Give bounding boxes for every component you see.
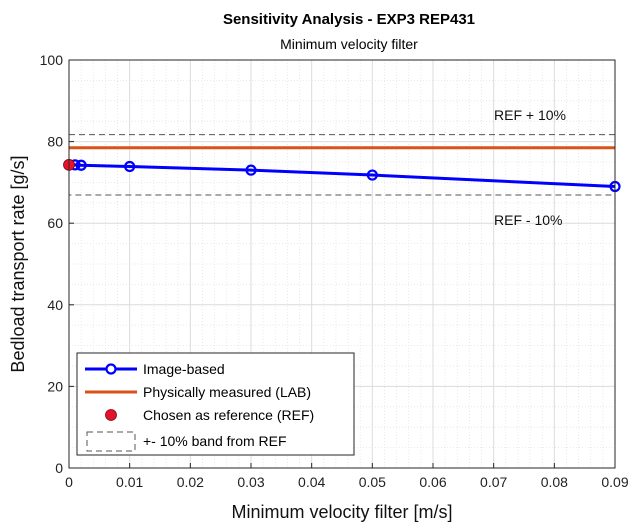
y-tick-label: 20 (47, 378, 63, 394)
x-tick-label: 0.01 (116, 474, 143, 490)
x-tick-label: 0 (65, 474, 73, 490)
legend-marker-ref (105, 409, 117, 421)
legend-label-band: +- 10% band from REF (143, 433, 287, 449)
chart-subtitle: Minimum velocity filter (280, 36, 418, 52)
annotation-ref-minus: REF - 10% (494, 212, 562, 228)
y-tick-label: 80 (47, 134, 63, 150)
plot-frame (68, 59, 616, 469)
x-tick-label: 0.06 (419, 474, 446, 490)
image-based-point (75, 159, 87, 171)
image-based-line (69, 163, 616, 188)
x-tick-label: 0.03 (237, 474, 264, 490)
legend-marker-image-based (105, 363, 117, 375)
x-tick-label: 0.07 (480, 474, 507, 490)
x-tick-label: 0.04 (298, 474, 325, 490)
x-tick-label: 0.09 (601, 474, 628, 490)
y-tick-label: 0 (55, 460, 63, 476)
chart-title: Sensitivity Analysis - EXP3 REP431 (223, 11, 475, 28)
x-tick-label: 0.05 (359, 474, 386, 490)
x-axis-label: Minimum velocity filter [m/s] (231, 502, 452, 522)
x-axis: 0 0.01 0.02 0.03 0.04 0.05 0.06 0.07 0.08 0.09 (65, 463, 629, 490)
y-axis: 0 20 40 60 80 100 (40, 52, 74, 476)
legend: Image-based Physically measured (LAB) Ch… (76, 352, 355, 456)
y-tick-label: 100 (40, 52, 64, 68)
legend-label-ref: Chosen as reference (REF) (143, 407, 314, 423)
x-tick-label: 0.02 (177, 474, 204, 490)
x-tick-label: 0.08 (541, 474, 568, 490)
image-based-point (366, 169, 378, 181)
legend-label-image-based: Image-based (143, 361, 225, 377)
y-tick-label: 40 (47, 297, 63, 313)
y-axis-label: Bedload transport rate [g/s] (8, 155, 28, 372)
legend-swatch-band (86, 431, 136, 452)
y-tick-label: 60 (47, 215, 63, 231)
legend-label-lab: Physically measured (LAB) (143, 384, 311, 400)
annotation-ref-plus: REF + 10% (494, 107, 566, 123)
image-based-point (245, 164, 257, 176)
image-based-point (124, 160, 136, 173)
